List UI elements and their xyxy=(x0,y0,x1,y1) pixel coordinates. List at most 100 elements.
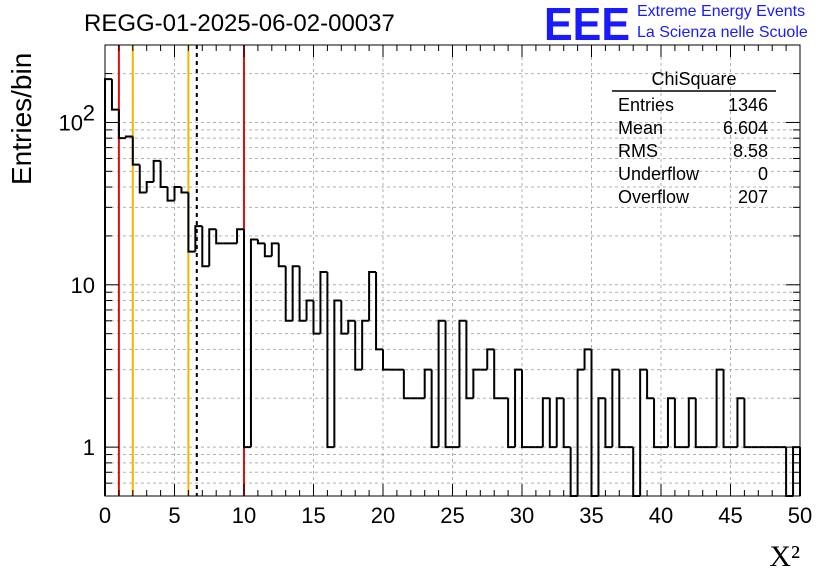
histogram-bin xyxy=(277,243,286,268)
histogram-bin xyxy=(465,320,474,400)
histogram-bin xyxy=(611,368,620,448)
x-tick-label: 35 xyxy=(579,503,603,528)
histogram-bin xyxy=(493,349,502,400)
logo-line1: Extreme Energy Events xyxy=(637,3,806,20)
stats-label: Mean xyxy=(618,118,663,138)
histogram-bin xyxy=(284,266,293,322)
histogram-bin xyxy=(152,159,161,182)
histogram-bin xyxy=(361,319,370,370)
stats-label: RMS xyxy=(618,141,658,161)
x-tick-label: 50 xyxy=(788,503,812,528)
histogram-bin xyxy=(243,229,251,449)
histogram-bin xyxy=(423,368,432,399)
y-tick-label-exponent: 2 xyxy=(83,100,95,125)
histogram-bin xyxy=(368,270,377,321)
histogram-bin xyxy=(472,368,481,399)
histogram-bin xyxy=(305,299,314,321)
histogram-bin xyxy=(236,228,244,244)
histogram-bin xyxy=(263,243,272,258)
histogram-bin xyxy=(319,270,328,334)
y-tick-label: 10 xyxy=(59,110,83,135)
stats-label: Overflow xyxy=(618,187,690,207)
histogram-bin xyxy=(138,164,147,194)
histogram-bin xyxy=(430,369,439,449)
histogram-bin xyxy=(736,397,745,448)
histogram-bin xyxy=(576,368,585,496)
histogram-bin xyxy=(208,228,217,267)
histogram-bin xyxy=(402,369,411,400)
x-tick-label: 40 xyxy=(649,503,673,528)
histogram-bin xyxy=(375,271,383,351)
stats-label: Entries xyxy=(618,95,674,115)
x-tick-label: 10 xyxy=(232,503,256,528)
histogram-bin xyxy=(117,109,126,140)
eee-logo: EEE xyxy=(544,4,630,42)
histogram-bin xyxy=(743,398,752,449)
x-tick-label: 25 xyxy=(440,503,464,528)
marker-lines xyxy=(117,45,245,496)
histogram-bin xyxy=(639,368,648,496)
histogram-bin xyxy=(187,192,196,253)
histogram-bin xyxy=(131,136,140,166)
histogram-bin xyxy=(124,135,133,139)
histogram-bin xyxy=(444,320,453,449)
x-tick-label: 15 xyxy=(301,503,325,528)
stats-label: Underflow xyxy=(618,164,700,184)
histogram-bin xyxy=(597,397,606,496)
histogram-bin xyxy=(548,398,557,449)
histogram-bin xyxy=(291,265,300,321)
histogram-bin xyxy=(145,180,154,193)
histogram-bin xyxy=(166,187,175,202)
y-tick-label: 10 xyxy=(71,273,95,298)
histogram-bin xyxy=(521,369,529,449)
x-tick-label: 45 xyxy=(718,503,742,528)
histogram-bin xyxy=(215,229,224,245)
stats-box: ChiSquare Entries 1346 Mean 6.604 RMS 8.58 Unde… xyxy=(612,69,776,207)
histogram-bin xyxy=(694,398,703,449)
stats-value: 0 xyxy=(758,164,768,184)
x-tick-label: 30 xyxy=(510,503,534,528)
logo-mark: EEE xyxy=(544,4,630,42)
histogram-bin xyxy=(110,79,119,111)
stats-title: ChiSquare xyxy=(651,69,736,89)
histogram-bin xyxy=(194,225,203,252)
histogram-bin xyxy=(270,242,279,257)
histogram-bin xyxy=(312,300,321,335)
histogram-bin xyxy=(326,271,335,449)
x-tick-label: 20 xyxy=(371,503,395,528)
histogram-bin xyxy=(159,160,168,189)
histogram-bin xyxy=(653,398,661,449)
histogram-bin xyxy=(618,369,627,449)
histogram-bin xyxy=(562,398,571,449)
histogram-bin xyxy=(180,187,189,194)
histogram-bin xyxy=(173,186,182,201)
histogram-bin xyxy=(722,369,731,449)
stats-value: 8.58 xyxy=(733,141,768,161)
histogram-bin xyxy=(583,348,592,370)
histogram-bin xyxy=(507,398,516,449)
stats-value: 207 xyxy=(738,187,768,207)
histogram-bin xyxy=(340,300,349,335)
histogram-bin xyxy=(715,368,724,448)
stats-value: 1346 xyxy=(728,95,768,115)
grid-lines xyxy=(105,45,800,496)
histogram-bin xyxy=(201,226,210,268)
histogram-bin xyxy=(298,266,307,322)
x-tick-label: 5 xyxy=(168,503,180,528)
histogram-bin xyxy=(541,397,550,448)
histogram-bin xyxy=(256,239,265,245)
histogram-bin xyxy=(514,368,522,448)
histogram-bin xyxy=(646,369,655,400)
histogram-bin xyxy=(104,78,112,496)
histogram-bin xyxy=(555,397,564,448)
histogram-bin xyxy=(486,348,495,370)
stats-value: 6.604 xyxy=(723,118,768,138)
histogram-bin xyxy=(333,299,342,448)
page-title: REGG-01-2025-06-02-00037 xyxy=(84,10,395,37)
logo-line2: La Scienza nelle Scuole xyxy=(637,24,808,41)
histogram-bin xyxy=(437,319,446,448)
histogram-bin xyxy=(382,349,390,371)
histogram-bin xyxy=(249,238,258,448)
